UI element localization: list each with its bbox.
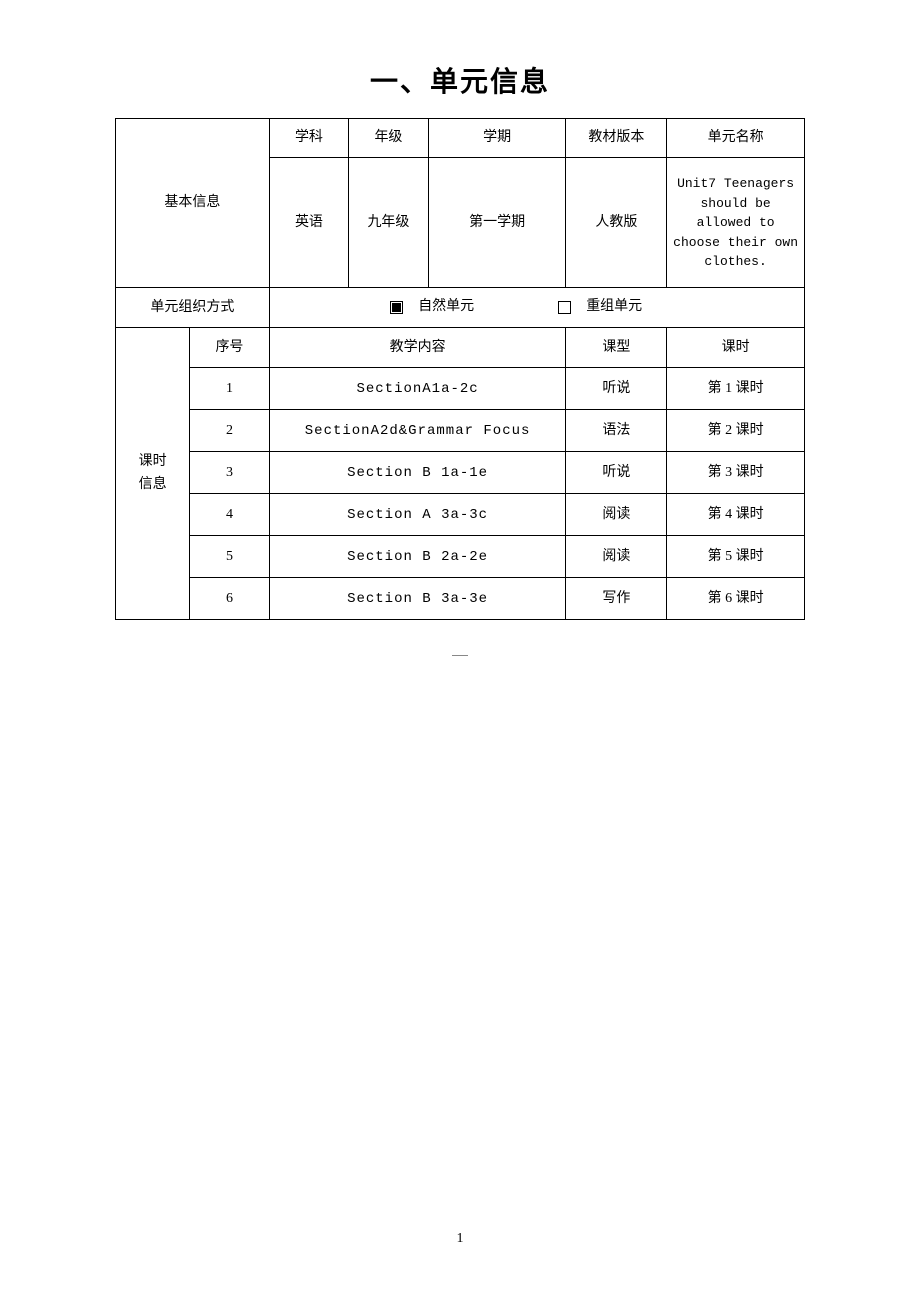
table-row: 4 Section A 3a-3c 阅读 第 4 课时 [116, 494, 805, 536]
lesson-info-label: 课时信息 [116, 328, 190, 620]
header-unitname: 单元名称 [667, 119, 805, 158]
cell-seq: 3 [190, 452, 270, 494]
cell-seq: 6 [190, 578, 270, 620]
organization-label: 单元组织方式 [116, 288, 270, 328]
basic-info-label: 基本信息 [116, 119, 270, 288]
cell-type: 听说 [566, 452, 667, 494]
table-row: 2 SectionA2d&Grammar Focus 语法 第 2 课时 [116, 410, 805, 452]
cell-period: 第 1 课时 [667, 368, 805, 410]
cell-period: 第 4 课时 [667, 494, 805, 536]
cell-period: 第 6 课时 [667, 578, 805, 620]
cell-type: 阅读 [566, 494, 667, 536]
cell-content: Section B 3a-3e [269, 578, 566, 620]
header-semester: 学期 [428, 119, 566, 158]
table-row: 6 Section B 3a-3e 写作 第 6 课时 [116, 578, 805, 620]
cell-period: 第 5 课时 [667, 536, 805, 578]
cell-content: SectionA2d&Grammar Focus [269, 410, 566, 452]
table-row: 5 Section B 2a-2e 阅读 第 5 课时 [116, 536, 805, 578]
header-period: 课时 [667, 328, 805, 368]
cell-type: 阅读 [566, 536, 667, 578]
label-natural-unit: 自然单元 [418, 299, 474, 314]
page-divider [452, 655, 468, 656]
cell-period: 第 2 课时 [667, 410, 805, 452]
cell-seq: 1 [190, 368, 270, 410]
header-grade: 年级 [349, 119, 429, 158]
value-unitname: Unit7 Teenagers should be allowed to cho… [667, 158, 805, 288]
header-version: 教材版本 [566, 119, 667, 158]
value-version: 人教版 [566, 158, 667, 288]
header-type: 课型 [566, 328, 667, 368]
value-subject: 英语 [269, 158, 349, 288]
cell-type: 写作 [566, 578, 667, 620]
table-row: 1 SectionA1a-2c 听说 第 1 课时 [116, 368, 805, 410]
value-grade: 九年级 [349, 158, 429, 288]
checkbox-reorg-unit [558, 301, 571, 314]
table-row: 3 Section B 1a-1e 听说 第 3 课时 [116, 452, 805, 494]
page-number: 1 [457, 1231, 464, 1247]
value-semester: 第一学期 [428, 158, 566, 288]
cell-seq: 4 [190, 494, 270, 536]
cell-content: Section B 1a-1e [269, 452, 566, 494]
checkbox-natural-unit [390, 301, 403, 314]
cell-content: Section A 3a-3c [269, 494, 566, 536]
organization-options: 自然单元 重组单元 [269, 288, 804, 328]
unit-info-table: 基本信息 学科 年级 学期 教材版本 单元名称 英语 九年级 第一学期 人教版 … [115, 118, 805, 620]
cell-content: Section B 2a-2e [269, 536, 566, 578]
header-subject: 学科 [269, 119, 349, 158]
cell-content: SectionA1a-2c [269, 368, 566, 410]
header-content: 教学内容 [269, 328, 566, 368]
header-seq: 序号 [190, 328, 270, 368]
cell-seq: 2 [190, 410, 270, 452]
page-title: 一、单元信息 [115, 60, 805, 100]
label-reorg-unit: 重组单元 [586, 299, 642, 314]
cell-seq: 5 [190, 536, 270, 578]
cell-type: 听说 [566, 368, 667, 410]
cell-period: 第 3 课时 [667, 452, 805, 494]
cell-type: 语法 [566, 410, 667, 452]
